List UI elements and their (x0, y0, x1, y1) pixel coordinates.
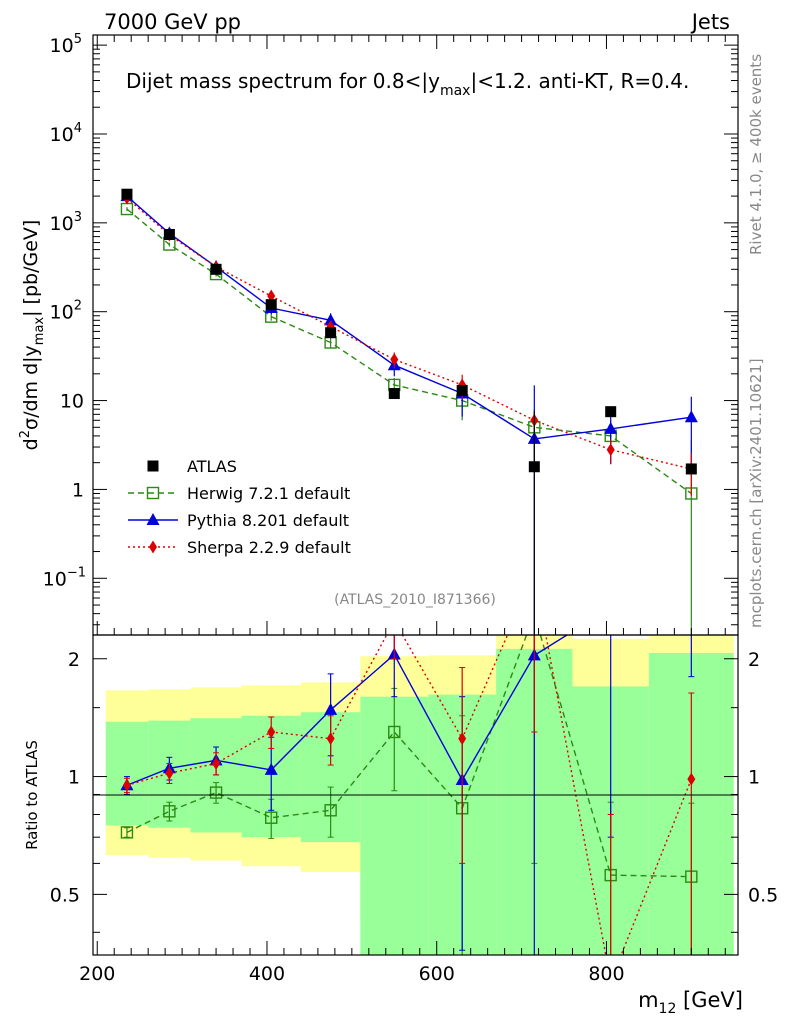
y-tick-label: 103 (50, 210, 82, 235)
ratio-tick-label-left: 2 (68, 649, 80, 671)
main-line-1 (126, 195, 692, 440)
atlas-point-9 (685, 463, 697, 475)
atlas-point-3 (265, 299, 277, 311)
x-tick-label-800: 800 (588, 963, 624, 985)
ratio-point-2-0 (122, 778, 131, 792)
y-tick-label: 1 (72, 479, 84, 501)
ratio-point-2-4 (326, 732, 335, 746)
legend-label-0: ATLAS (187, 457, 237, 476)
ratio-point-1-3 (264, 762, 278, 775)
main-line-2 (126, 197, 692, 470)
y-tick-label: 10 (60, 391, 84, 413)
ratio-point-2-1 (165, 766, 174, 780)
analysis-tag: (ATLAS_2010_I871366) (334, 592, 496, 608)
side-label-bottom: mcplots.cern.ch [arXiv:2401.10621] (747, 358, 765, 628)
y-axis-label: d2σ/dm d|ymax| [pb/GeV] (18, 220, 47, 451)
ratio-point-0-1 (163, 805, 176, 818)
chart-title: Dijet mass spectrum for 0.8<|ymax|<1.2. … (126, 69, 689, 99)
ratio-point-0-3 (265, 811, 278, 824)
ratio-tick-label-right: 2 (748, 649, 760, 671)
ratio-tick-label-left: 1 (68, 767, 80, 789)
atlas-point-7 (528, 461, 540, 473)
ratio-line-1 (126, 635, 569, 786)
y-tick-label: 102 (50, 299, 82, 324)
ratio-point-2-2 (212, 756, 221, 770)
legend-label-2: Pythia 8.201 default (187, 511, 349, 530)
legend-label-3: Sherpa 2.2.9 default (187, 538, 351, 557)
y-tick-label: 10−1 (43, 565, 86, 590)
header-left: 7000 GeV pp (104, 10, 241, 34)
ratio-axis-label: Ratio to ATLAS (23, 740, 41, 850)
main-point-1-4 (324, 313, 338, 326)
band-green-0 (105, 721, 149, 826)
atlas-point-8 (605, 406, 617, 418)
legend-marker-3 (149, 540, 157, 554)
ratio-line-0 (126, 635, 692, 878)
x-tick-label-200: 200 (79, 963, 115, 985)
ratio-tick-label-right: 0.5 (748, 884, 778, 906)
side-label-top: Rivet 4.1.0, ≥ 400k events (747, 54, 765, 255)
ratio-tick-label-right: 1 (748, 767, 760, 789)
ratio-point-2-5 (390, 614, 398, 627)
ratio-point-2-6 (458, 732, 467, 746)
atlas-point-0 (121, 188, 133, 200)
ratio-panel-series (120, 601, 698, 955)
ratio-point-2-3 (267, 725, 276, 739)
y-tick-label: 105 (50, 32, 82, 57)
atlas-point-2 (210, 263, 222, 275)
main-point-2-5 (390, 352, 399, 366)
ratio-point-0-0 (120, 826, 134, 839)
x-tick-label-400: 400 (249, 963, 285, 985)
ratio-point-0-5 (388, 725, 401, 739)
legend-marker-0 (147, 460, 159, 472)
main-point-2-8 (606, 443, 615, 457)
main-point-1-8 (604, 421, 618, 434)
x-tick-label-600: 600 (419, 963, 455, 985)
ratio-point-1-4 (324, 702, 338, 715)
atlas-point-5 (388, 388, 400, 400)
header-right: Jets (690, 10, 730, 34)
ratio-point-1-8 (604, 601, 617, 613)
atlas-point-1 (163, 228, 175, 240)
main-line-0 (126, 208, 692, 495)
x-axis-label: m12 [GeV] (638, 988, 743, 1017)
ratio-point-0-2 (209, 786, 223, 799)
atlas-point-4 (325, 327, 337, 339)
atlas-point-6 (456, 384, 468, 396)
legend-label-1: Herwig 7.2.1 default (187, 484, 350, 503)
legend-marker-1 (146, 486, 160, 500)
legend-marker-2 (146, 513, 160, 525)
ratio-point-0-4 (324, 804, 337, 817)
y-tick-label: 104 (50, 121, 82, 146)
main-panel-series (120, 188, 698, 635)
ratio-tick-label-left: 0.5 (50, 884, 80, 906)
legend: ATLAS Herwig 7.2.1 default Pythia 8.201 de… (128, 457, 351, 557)
main-point-1-9 (684, 410, 698, 423)
ratio-point-2-9 (687, 772, 696, 786)
